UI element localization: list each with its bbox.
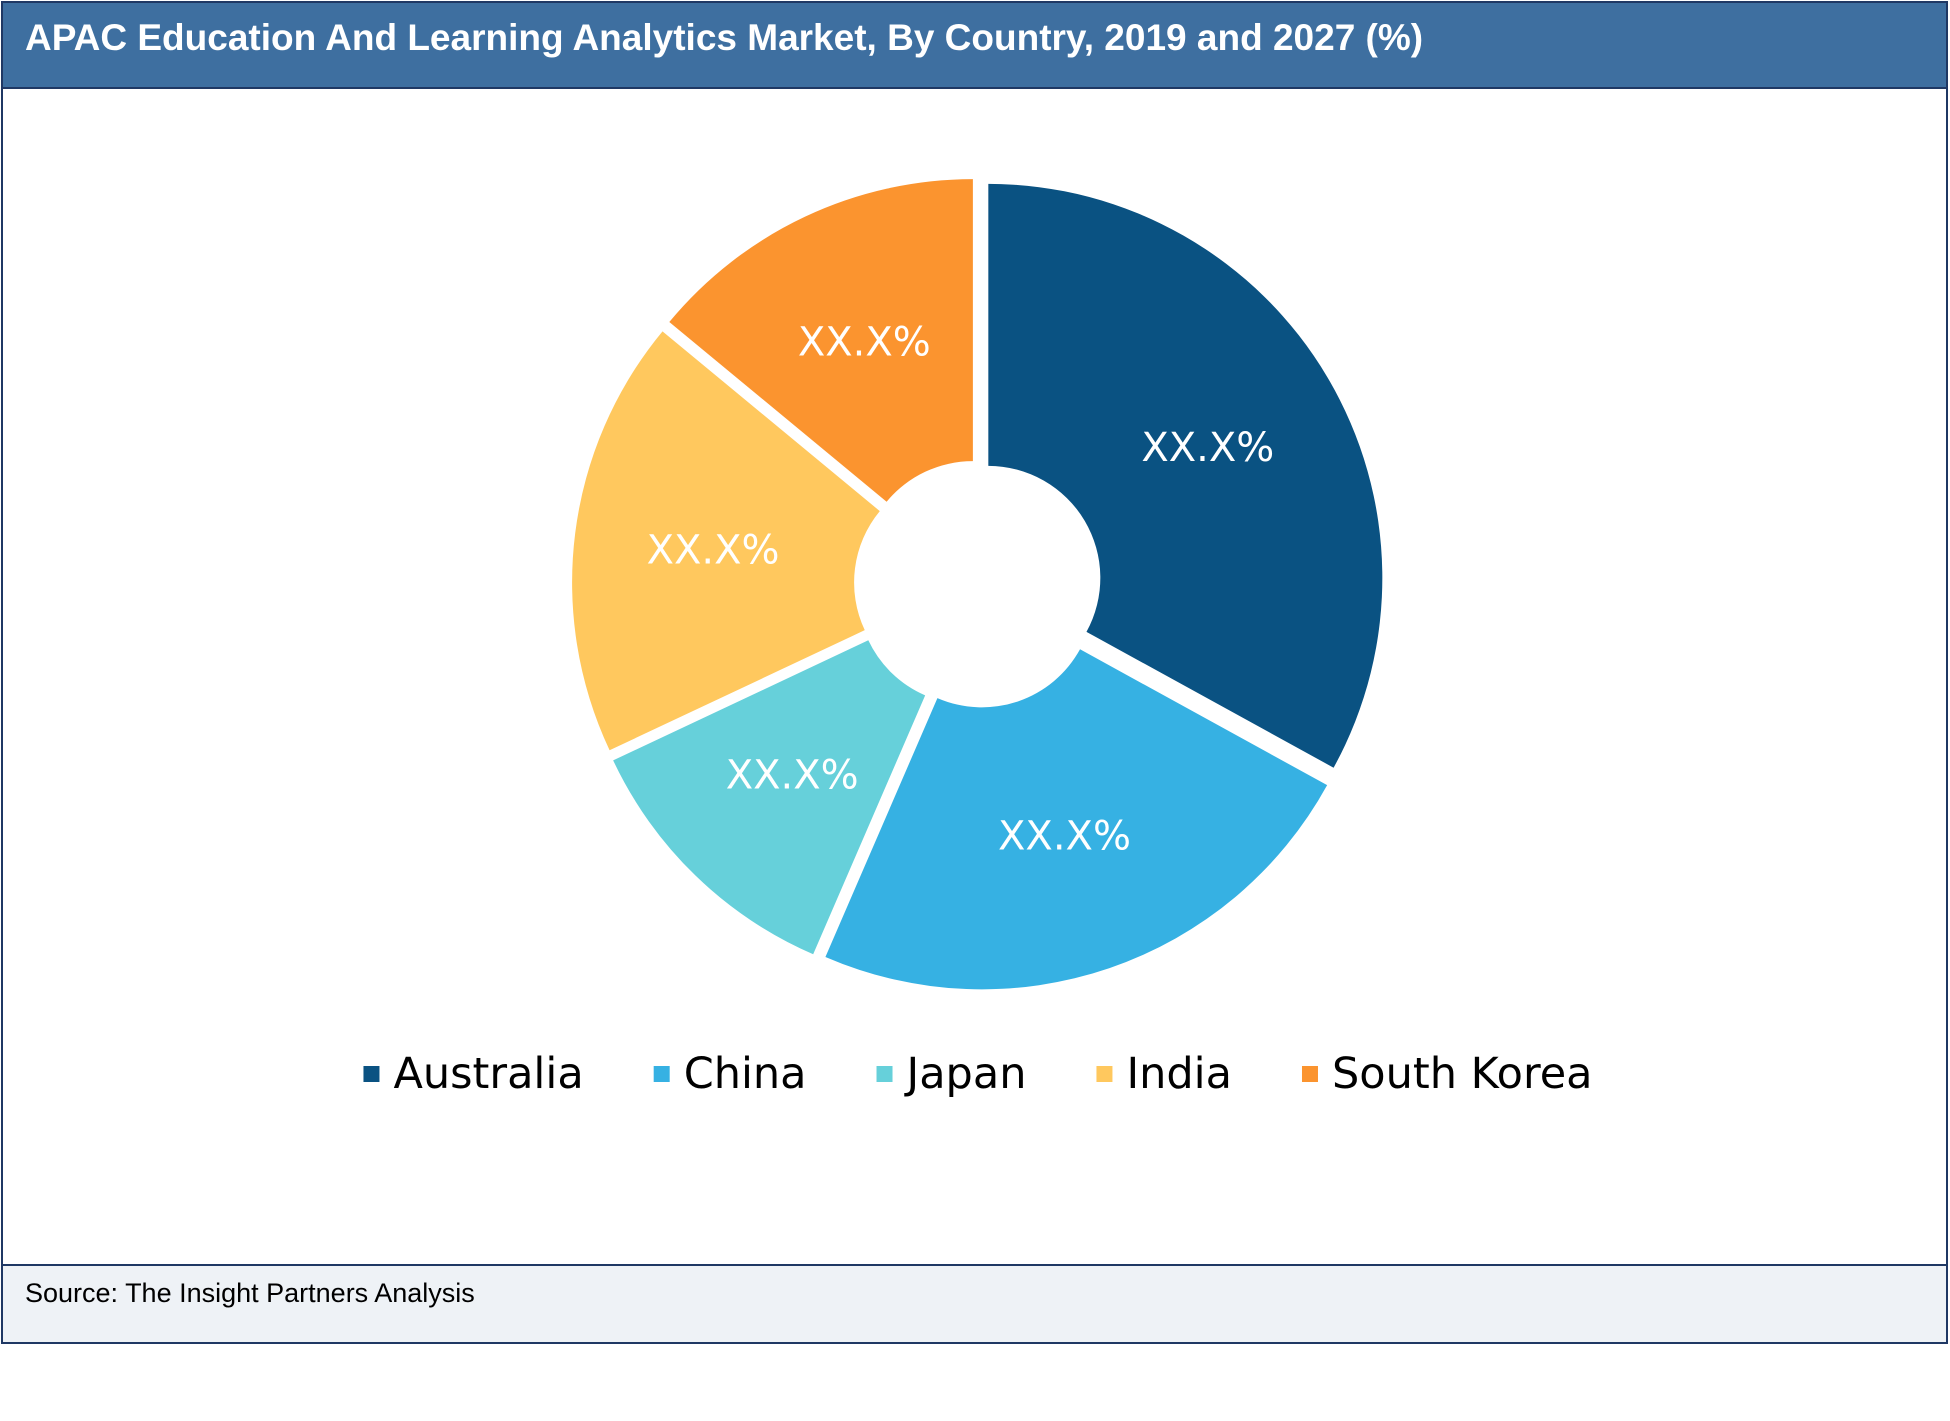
slice-india [572,331,880,751]
legend-label: South Korea [1332,1049,1593,1099]
title-bar: APAC Education And Learning Analytics Ma… [3,3,1946,89]
legend-label: India [1126,1049,1232,1099]
chart-frame: APAC Education And Learning Analytics Ma… [1,1,1948,1344]
chart-data-labels: XX.X% XX.X% XX.X% XX.X% XX.X% [647,319,1275,859]
source-note: Source: The Insight Partners Analysis [25,1278,475,1308]
data-label-japan: XX.X% [726,753,859,799]
chart-slices [572,179,1383,990]
legend-label: Australia [393,1049,583,1099]
chart-legend: Australia China Japan India South Korea [363,1049,1593,1099]
data-label-south-korea: XX.X% [798,319,931,365]
legend-swatch [653,1066,670,1082]
legend-swatch [1096,1066,1113,1082]
legend-item-south-korea: South Korea [1301,1049,1593,1099]
source-bar: Source: The Insight Partners Analysis [3,1264,1946,1342]
slice-china [825,649,1328,990]
donut-chart: XX.X% XX.X% XX.X% XX.X% XX.X% Australia China… [363,179,1593,1099]
data-label-australia: XX.X% [1141,425,1274,471]
legend-label: Japan [904,1049,1027,1099]
legend-item-india: India [1096,1049,1232,1099]
legend-item-australia: Australia [363,1049,584,1099]
data-label-india: XX.X% [647,528,780,574]
slice-south-korea [669,179,973,502]
legend-swatch [876,1066,893,1082]
data-label-china: XX.X% [998,814,1131,860]
slice-japan [613,640,926,955]
legend-item-china: China [653,1049,807,1099]
slice-australia [988,183,1383,768]
legend-item-japan: Japan [876,1049,1027,1099]
legend-swatch [363,1066,380,1082]
chart-title: APAC Education And Learning Analytics Ma… [25,17,1424,58]
legend-swatch [1301,1066,1318,1082]
legend-label: China [684,1049,807,1099]
